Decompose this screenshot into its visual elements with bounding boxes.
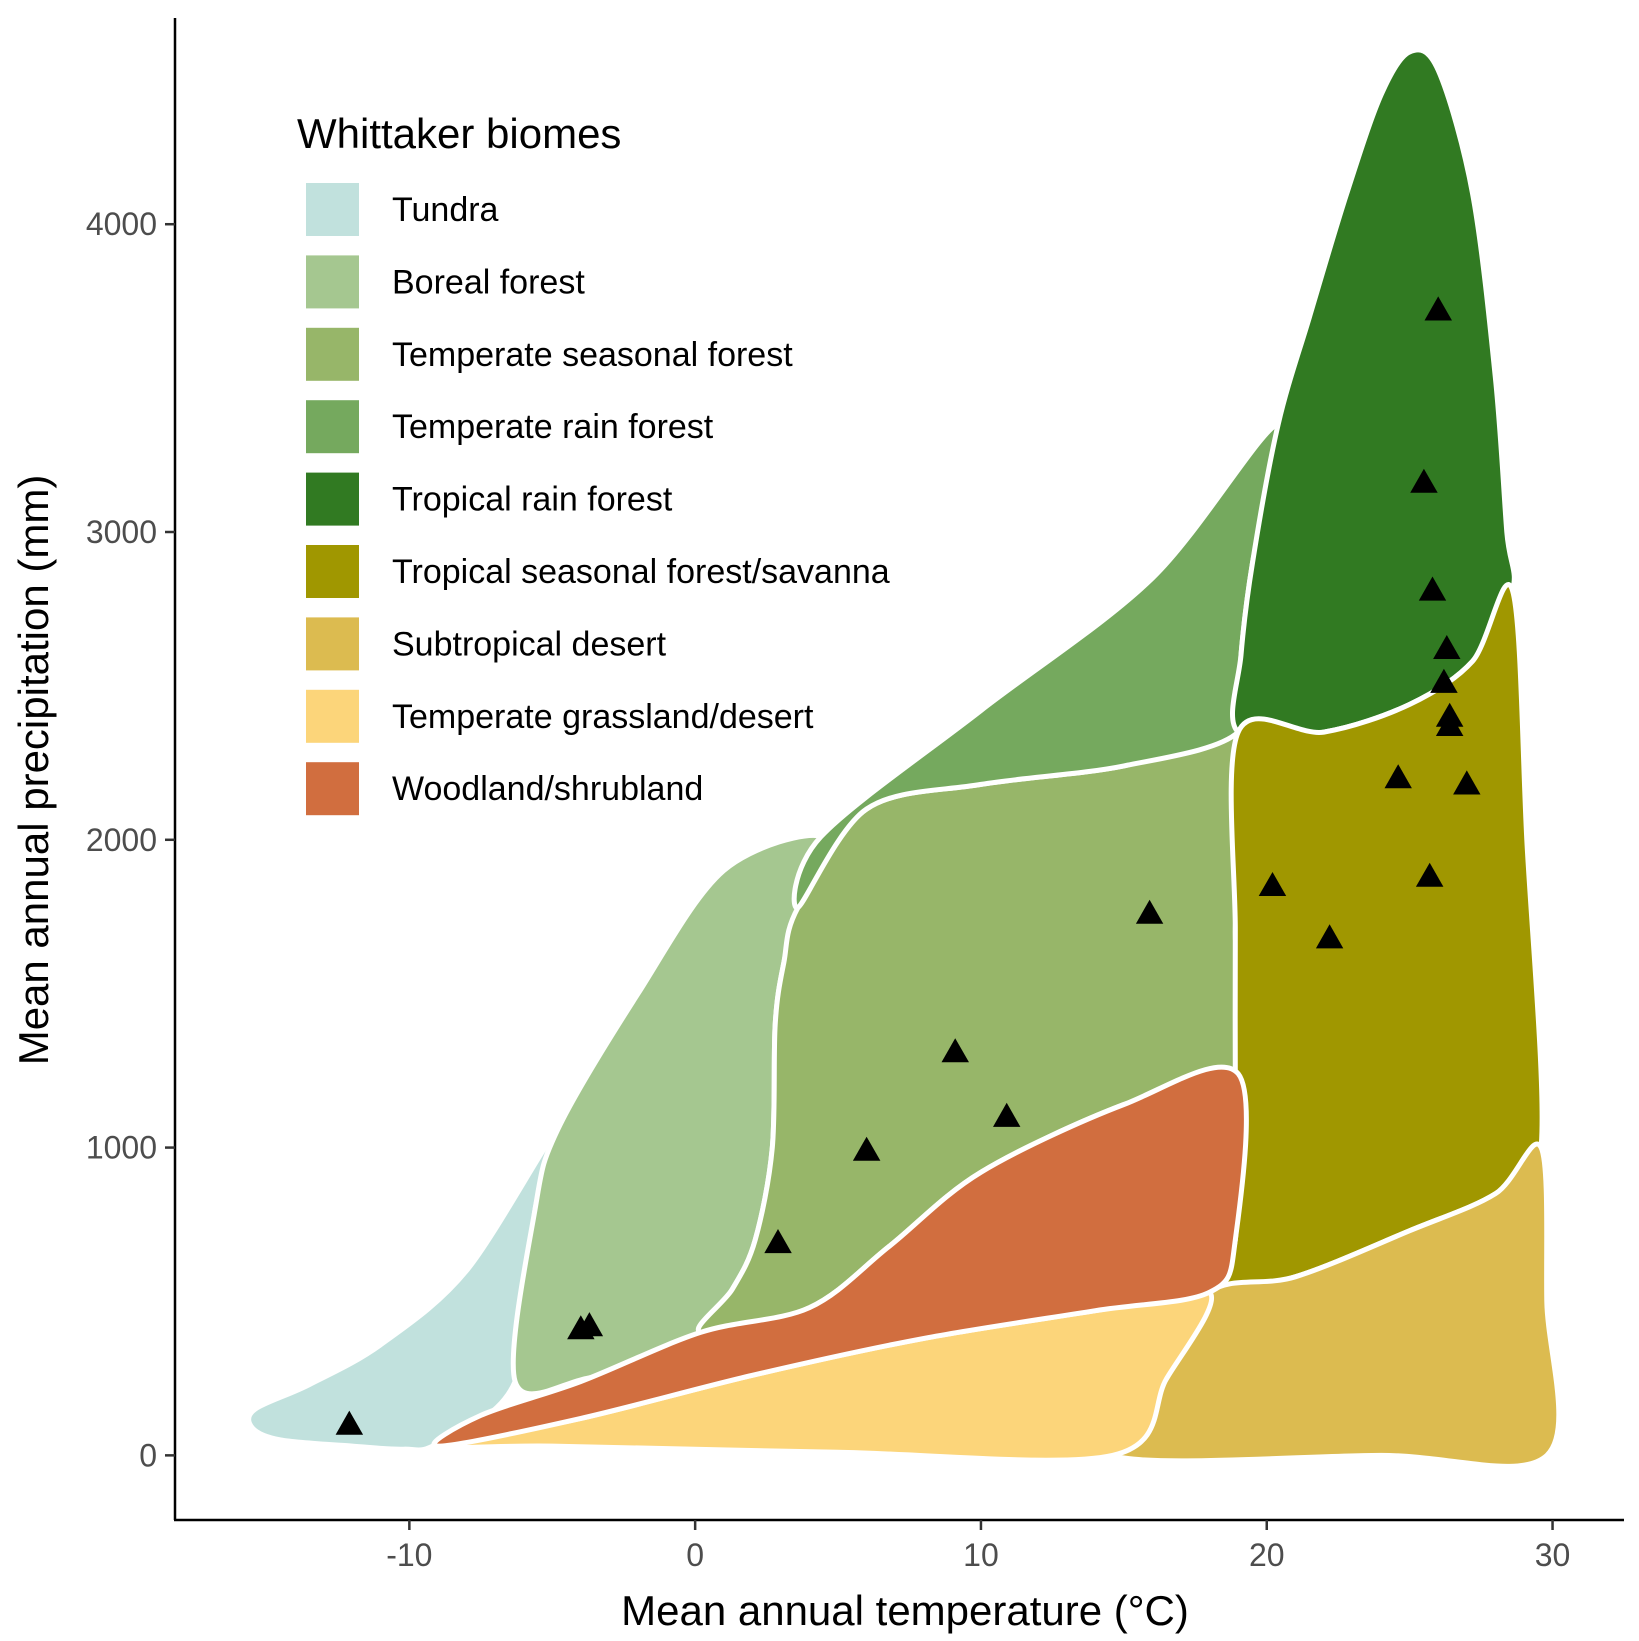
data-point <box>1435 702 1464 727</box>
legend-item-temperate-grassland-desert: Temperate grassland/desert <box>306 689 814 743</box>
legend-swatch <box>306 183 359 236</box>
legend: Whittaker biomes Tundra Boreal forest Temp… <box>297 110 890 816</box>
y-tick-label: 1000 <box>86 1130 157 1166</box>
legend-swatch <box>306 617 359 671</box>
biome-tropical-rain-forest <box>1230 47 1517 742</box>
data-point <box>1415 862 1444 887</box>
legend-label: Boreal forest <box>392 263 585 301</box>
legend-label: Temperate seasonal forest <box>392 336 793 374</box>
legend-swatch <box>306 472 359 526</box>
data-point <box>1433 635 1461 659</box>
data-point <box>764 1229 792 1254</box>
y-tick-label: 0 <box>139 1437 157 1473</box>
legend-swatch <box>306 545 359 598</box>
legend-label: Tropical rain forest <box>392 481 673 519</box>
data-point <box>1258 872 1287 896</box>
legend-item-subtropical-desert: Subtropical desert <box>306 617 667 671</box>
x-tick-label: 30 <box>1535 1537 1571 1573</box>
legend-label: Woodland/shrubland <box>392 770 703 808</box>
y-tick-label: 2000 <box>86 822 157 858</box>
data-point <box>1453 770 1481 795</box>
data-point <box>575 1312 604 1337</box>
x-axis-ticks: -10 0 10 20 30 <box>386 1520 1570 1573</box>
data-point <box>1315 924 1344 949</box>
site-points <box>335 296 1481 1435</box>
legend-item-tropical-seasonal-forest-savanna: Tropical seasonal forest/savanna <box>306 545 890 598</box>
data-point <box>335 1410 364 1435</box>
data-point <box>1135 899 1164 924</box>
legend-item-woodland-shrubland: Woodland/shrubland <box>306 762 703 816</box>
legend-item-temperate-rain-forest: Temperate rain forest <box>306 400 714 454</box>
legend-label: Tropical seasonal forest/savanna <box>392 553 890 591</box>
y-axis-ticks: 0 1000 2000 3000 4000 <box>86 206 175 1473</box>
y-tick-label: 4000 <box>86 206 157 242</box>
x-axis-title: Mean annual temperature (°C) <box>621 1587 1189 1634</box>
legend-items: Tundra Boreal forest Temperate seasonal fo… <box>306 183 890 816</box>
data-point <box>1418 576 1447 601</box>
axes <box>173 18 1624 1522</box>
legend-item-tropical-rain-forest: Tropical rain forest <box>306 472 673 526</box>
legend-label: Subtropical desert <box>392 625 667 663</box>
data-point <box>993 1102 1021 1127</box>
data-point <box>1430 668 1458 693</box>
data-point <box>1410 468 1438 493</box>
legend-swatch <box>306 255 359 309</box>
y-tick-label: 3000 <box>86 514 157 550</box>
x-tick-label: 10 <box>963 1537 999 1573</box>
legend-item-boreal-forest: Boreal forest <box>306 255 585 309</box>
biome-regions <box>246 47 1562 1469</box>
legend-item-temperate-seasonal-forest: Temperate seasonal forest <box>306 327 793 381</box>
legend-label: Temperate rain forest <box>392 408 714 446</box>
x-tick-label: 0 <box>686 1537 704 1573</box>
legend-label: Tundra <box>392 191 499 229</box>
data-point <box>1384 764 1412 789</box>
data-point <box>1424 296 1452 321</box>
x-tick-label: 20 <box>1249 1537 1285 1573</box>
legend-swatch <box>306 762 359 816</box>
legend-title: Whittaker biomes <box>297 110 621 157</box>
legend-swatch <box>306 400 359 454</box>
biome-woodland-shrubland <box>431 1064 1249 1449</box>
x-tick-label: -10 <box>386 1537 432 1573</box>
legend-label: Temperate grassland/desert <box>392 698 814 736</box>
legend-swatch <box>306 327 359 381</box>
data-point <box>941 1038 969 1063</box>
legend-swatch <box>306 689 359 743</box>
data-point <box>852 1136 881 1161</box>
legend-item-tundra: Tundra <box>306 183 499 236</box>
y-axis-title: Mean annual precipitation (mm) <box>10 475 57 1066</box>
